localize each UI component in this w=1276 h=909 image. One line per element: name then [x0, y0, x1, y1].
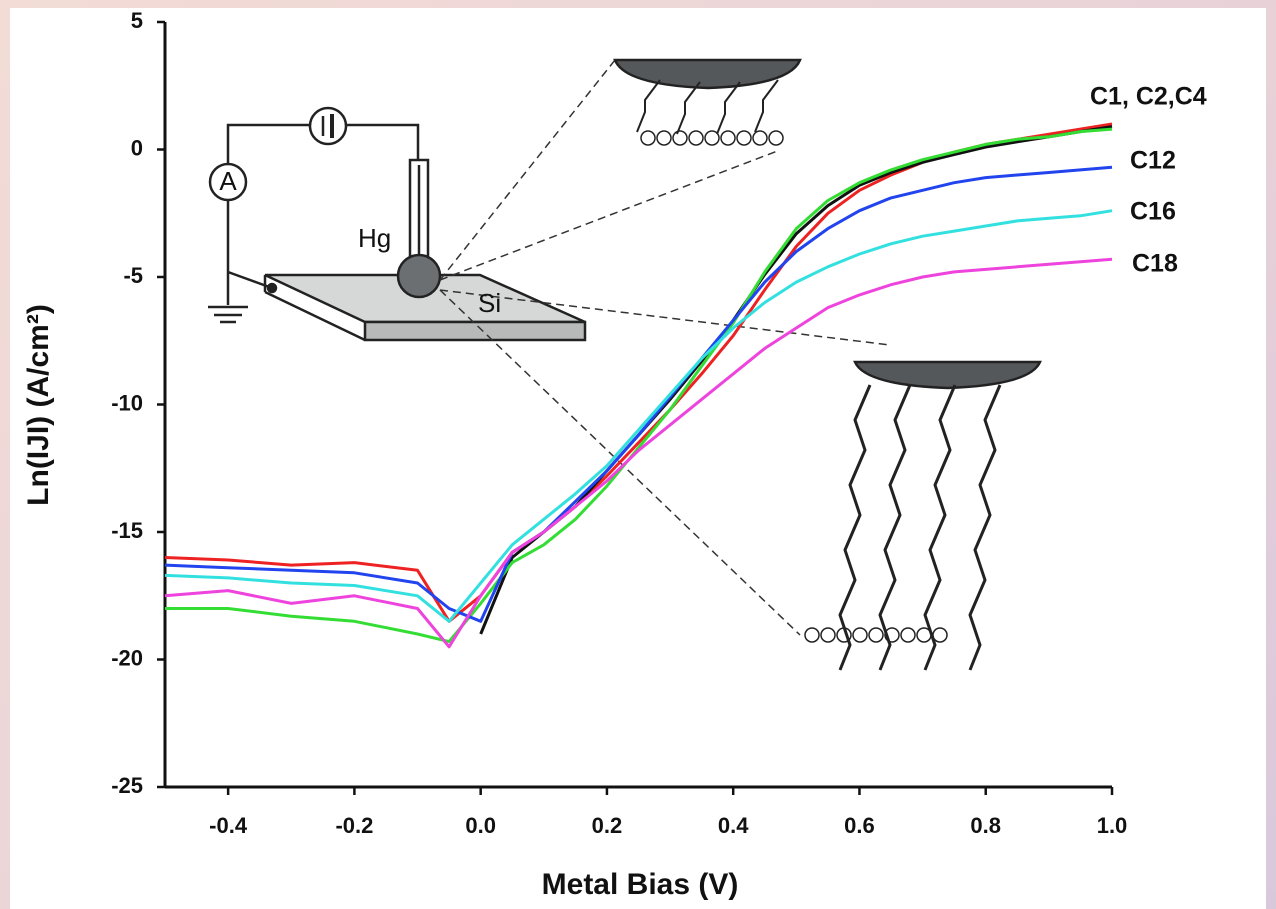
x-tick-label: 0.8: [970, 813, 1001, 838]
source-symbol: [310, 108, 346, 144]
x-tick-label: -0.2: [335, 813, 373, 838]
contact: [268, 284, 276, 292]
x-tick-label: 0.4: [718, 813, 749, 838]
panel: [10, 8, 1266, 909]
x-tick-label: 0.2: [592, 813, 623, 838]
series-annotation: C1, C2,C4: [1090, 83, 1207, 111]
y-tick-label: -15: [111, 518, 143, 543]
hg-drop: [398, 255, 440, 297]
y-tick-label: -20: [111, 645, 143, 670]
y-tick-label: 5: [131, 8, 143, 33]
series-annotation: C16: [1130, 198, 1176, 226]
y-tick-label: -25: [111, 773, 143, 798]
inset-label: Hg: [358, 223, 391, 253]
x-tick-label: 0.0: [465, 813, 496, 838]
y-tick-label: -5: [123, 263, 143, 288]
y-tick-label: 0: [131, 135, 143, 160]
inset-label: A: [219, 166, 237, 196]
series-annotation: C18: [1132, 250, 1178, 278]
y-axis-label: Ln(IJI) (A/cm²): [22, 304, 55, 506]
chart: A Hg Si Metal Bias (V) Ln(IJI) (A/cm²) -…: [0, 0, 1276, 909]
y-tick-label: -10: [111, 390, 143, 415]
inset-label: Si: [478, 288, 501, 318]
x-tick-label: 1.0: [1097, 813, 1128, 838]
x-axis-label: Metal Bias (V): [542, 868, 739, 901]
x-tick-label: -0.4: [209, 813, 248, 838]
page: A Hg Si Metal Bias (V) Ln(IJI) (A/cm²) -…: [0, 0, 1276, 909]
si-slab: [365, 322, 585, 340]
x-tick-label: 0.6: [844, 813, 875, 838]
series-annotation: C12: [1130, 147, 1176, 175]
